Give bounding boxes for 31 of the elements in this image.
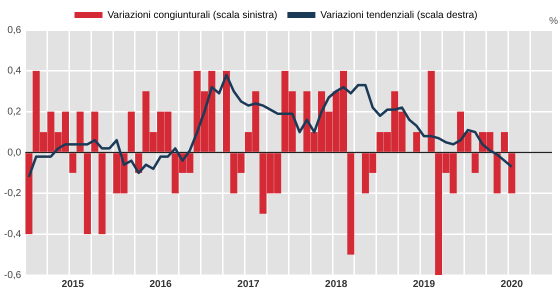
legend-label: Variazioni congiunturali (scala sinistra) [108, 10, 278, 21]
bar [428, 70, 435, 152]
bar [472, 153, 479, 173]
text: % [549, 16, 558, 27]
x-tick-label: 2018 [325, 278, 348, 290]
legend-label: Variazioni tendenziali (scala destra) [320, 10, 478, 21]
x-tick-label: 2020 [500, 278, 524, 290]
bar [500, 132, 508, 152]
bar [494, 153, 501, 194]
bar [222, 70, 230, 152]
bar [69, 153, 76, 173]
y-tick-label: 0,2 [7, 106, 22, 118]
bar [25, 153, 32, 234]
x-tick-label: 2016 [149, 278, 172, 290]
y-tick-label: -0,4 [4, 228, 22, 240]
bar [84, 153, 91, 234]
bar [508, 153, 516, 194]
y-tick-label: 0,6 [7, 24, 22, 36]
y-tick-label: 0,0 [7, 147, 22, 158]
x-tick-label: 2015 [62, 278, 84, 290]
bar [413, 132, 420, 152]
bar [91, 112, 98, 152]
x-tick-label: 2017 [237, 278, 260, 290]
x-tick-label: 2019 [412, 278, 436, 290]
bar [98, 153, 106, 234]
bar [76, 112, 84, 152]
bar [128, 112, 135, 152]
y-tick-label: -0,2 [4, 188, 22, 200]
y-tick-label: 0,4 [7, 66, 22, 77]
y-tick-label: -0,6 [4, 270, 22, 281]
bar [347, 153, 354, 255]
